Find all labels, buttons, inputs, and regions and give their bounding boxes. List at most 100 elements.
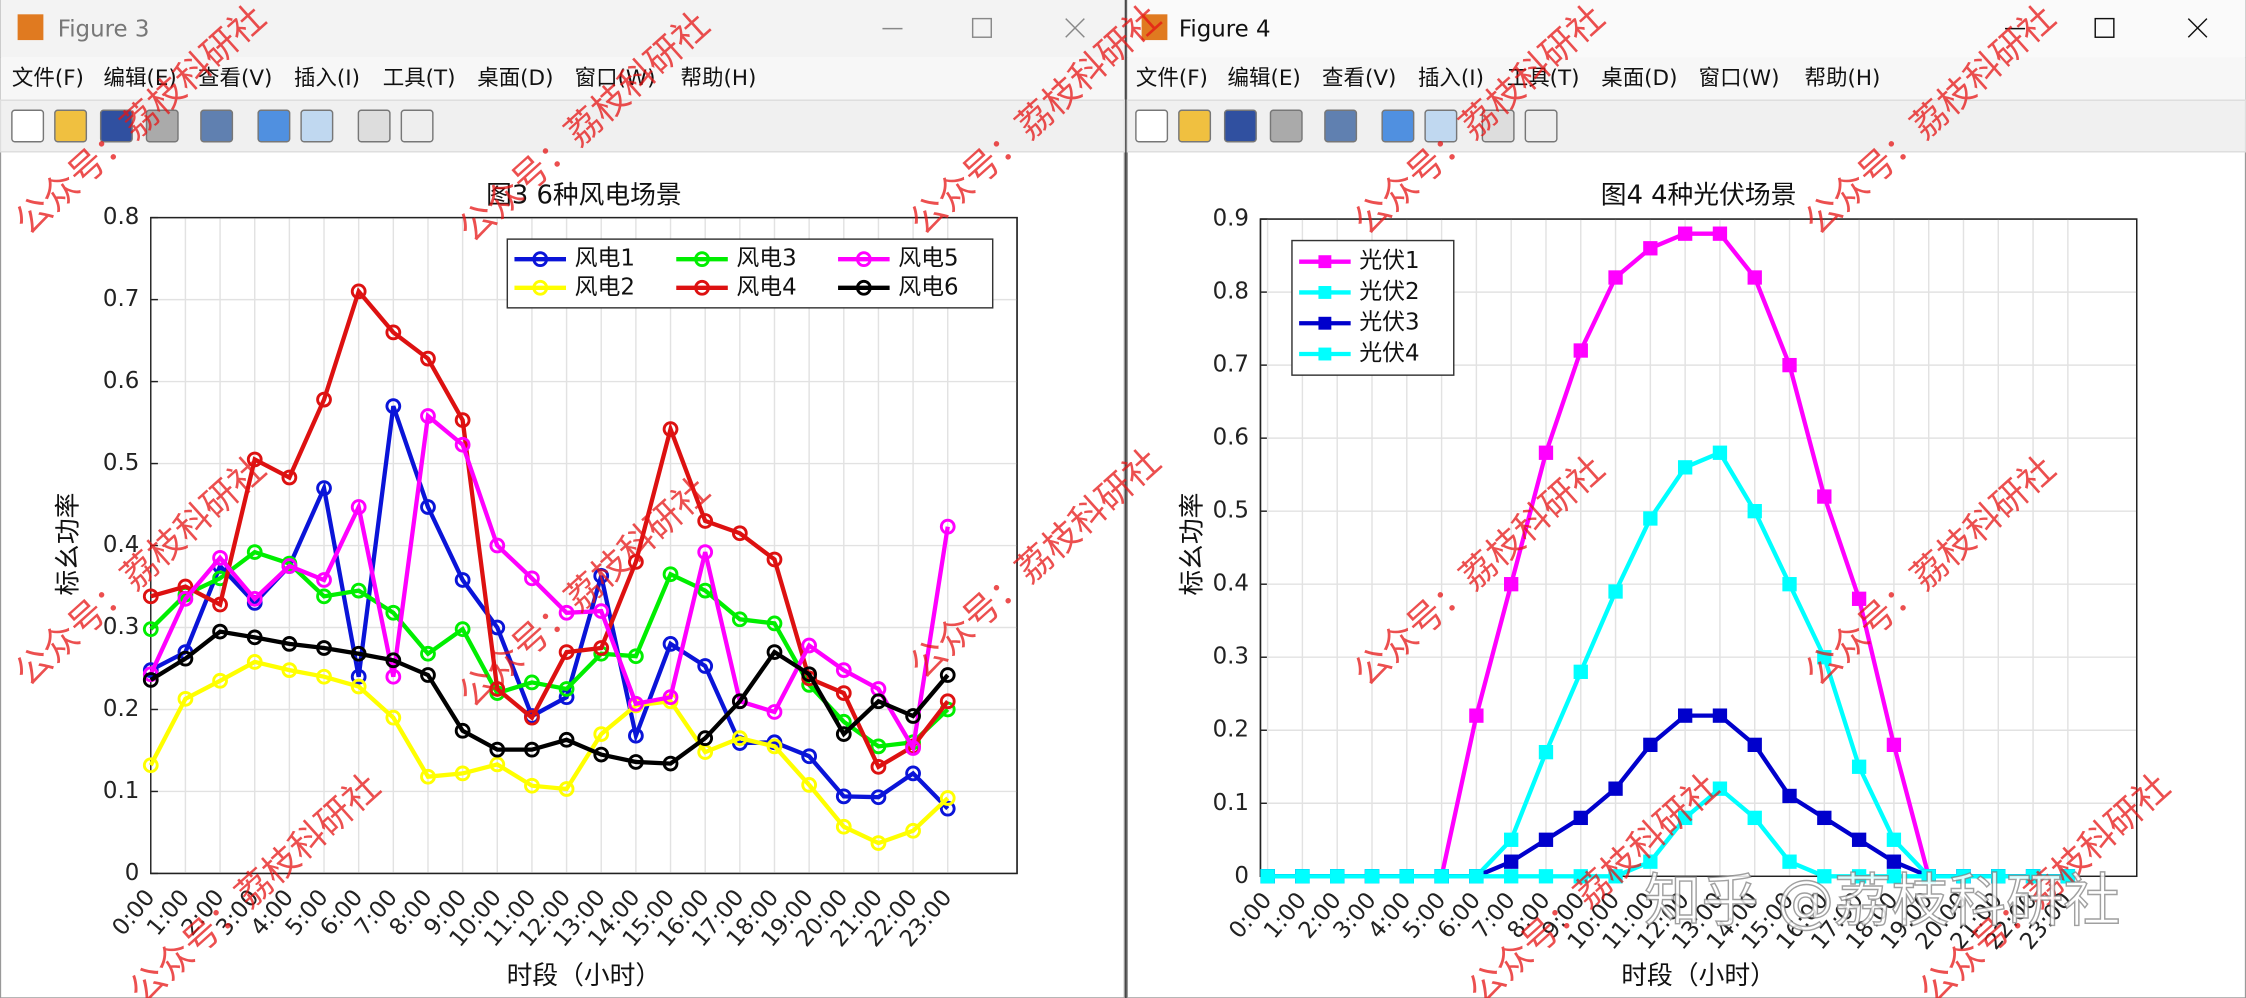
- toolbar-button[interactable]: [145, 109, 179, 143]
- menu-bar: [0, 57, 1125, 101]
- menu-bar: [1127, 57, 2246, 101]
- marker: [1817, 869, 1832, 884]
- menu-item[interactable]: 查看(V): [1322, 66, 1396, 91]
- marker: [350, 582, 367, 599]
- marker: [1643, 511, 1658, 526]
- marker: [939, 693, 956, 710]
- marker: [1851, 591, 1867, 606]
- marker: [835, 685, 852, 701]
- marker: [524, 741, 540, 758]
- marker: [350, 499, 367, 515]
- toolbar-button[interactable]: [257, 109, 291, 143]
- marker: [385, 709, 402, 726]
- menu-item[interactable]: 窗口(W): [1699, 66, 1780, 91]
- marker: [1991, 869, 2006, 884]
- y-axis-label: 标幺功率: [54, 493, 84, 596]
- marker: [1399, 869, 1414, 884]
- marker: [1469, 708, 1484, 723]
- toolbar: [1126, 99, 2246, 153]
- marker: [316, 640, 332, 656]
- menu-item[interactable]: 工具(T): [383, 66, 456, 91]
- toolbar-button[interactable]: [1223, 109, 1257, 143]
- y-axis-label: 标幺功率: [1178, 493, 1208, 596]
- menu-item[interactable]: 编辑(E): [1228, 66, 1301, 91]
- y-tick-label: 0.5: [103, 450, 139, 476]
- maximize-button[interactable]: [971, 17, 992, 38]
- toolbar-button[interactable]: [300, 109, 334, 143]
- marker: [1504, 854, 1519, 869]
- menu-item[interactable]: 文件(F): [12, 66, 84, 91]
- marker: [558, 781, 575, 797]
- toolbar-button[interactable]: [11, 109, 45, 143]
- menu-item[interactable]: 帮助(H): [1805, 66, 1881, 91]
- marker: [1573, 343, 1588, 358]
- menu-item[interactable]: 帮助(H): [681, 66, 757, 91]
- legend-marker: [1318, 316, 1332, 330]
- toolbar-button[interactable]: [1424, 109, 1458, 143]
- marker: [1573, 810, 1588, 826]
- x-axis-label: 时段（小时）: [1621, 961, 1776, 991]
- toolbar-button[interactable]: [200, 109, 234, 143]
- menu-item[interactable]: 编辑(E): [104, 66, 177, 91]
- legend-box: [1291, 239, 1455, 376]
- marker: [212, 672, 228, 689]
- marker: [350, 668, 367, 685]
- marker: [558, 681, 575, 697]
- menu-item[interactable]: 文件(F): [1136, 66, 1208, 91]
- marker: [766, 738, 783, 755]
- marker: [385, 652, 402, 669]
- marker: [1608, 270, 1623, 285]
- marker: [1851, 869, 1867, 884]
- toolbar-button[interactable]: [1524, 109, 1558, 143]
- menu-item[interactable]: 桌面(D): [1601, 66, 1677, 91]
- marker: [905, 822, 921, 839]
- menu-item[interactable]: 插入(I): [294, 66, 360, 91]
- close-button[interactable]: [2187, 18, 2208, 38]
- y-tick-label: 0.3: [103, 614, 139, 640]
- toolbar-button[interactable]: [1481, 109, 1515, 143]
- marker: [385, 668, 402, 685]
- menu-item[interactable]: 插入(I): [1418, 66, 1484, 91]
- marker: [1504, 869, 1519, 884]
- toolbar: [0, 99, 1126, 153]
- marker: [281, 558, 298, 574]
- toolbar-button[interactable]: [1135, 109, 1169, 143]
- y-tick-label: 0.8: [103, 204, 139, 230]
- toolbar-button[interactable]: [400, 109, 434, 143]
- toolbar-button[interactable]: [54, 109, 88, 143]
- toolbar-button[interactable]: [1269, 109, 1303, 143]
- legend-label: 光伏1: [1359, 248, 1419, 274]
- marker: [1330, 869, 1345, 884]
- marker: [1712, 708, 1728, 723]
- toolbar-button[interactable]: [99, 109, 133, 143]
- marker: [731, 693, 748, 710]
- marker: [2025, 869, 2041, 884]
- marker: [1712, 226, 1728, 241]
- toolbar-button[interactable]: [357, 109, 391, 143]
- marker: [1538, 445, 1554, 460]
- legend-box: [506, 238, 994, 309]
- marker: [662, 689, 679, 706]
- marker: [1434, 869, 1449, 884]
- toolbar-button[interactable]: [1324, 109, 1358, 143]
- toolbar-button[interactable]: [1178, 109, 1212, 143]
- marker: [1643, 737, 1658, 753]
- marker: [801, 637, 818, 654]
- close-button[interactable]: [1065, 18, 1085, 38]
- zhihu-watermark: 知乎 @荔枝科研社: [1644, 868, 2120, 935]
- marker: [1921, 869, 1936, 884]
- menu-item[interactable]: 窗口(W): [575, 66, 656, 91]
- marker: [1643, 241, 1658, 256]
- marker: [1886, 869, 1902, 884]
- menu-item[interactable]: 工具(T): [1507, 66, 1580, 91]
- marker: [489, 741, 506, 758]
- maximize-button[interactable]: [2094, 17, 2115, 38]
- marker: [662, 421, 679, 438]
- menu-item[interactable]: 查看(V): [198, 66, 272, 91]
- marker: [316, 572, 332, 588]
- toolbar-button[interactable]: [1381, 109, 1415, 143]
- marker: [628, 695, 644, 712]
- legend-label: 光伏4: [1359, 341, 1419, 367]
- menu-item[interactable]: 桌面(D): [477, 66, 553, 91]
- y-tick-label: 0.8: [1213, 279, 1249, 305]
